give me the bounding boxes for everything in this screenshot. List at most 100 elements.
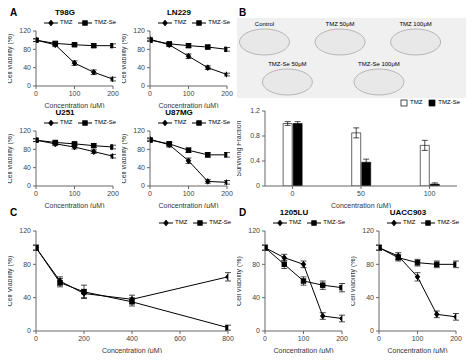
- svg-text:0: 0: [34, 190, 38, 197]
- svg-text:100: 100: [69, 90, 81, 97]
- svg-text:80: 80: [366, 261, 374, 268]
- svg-text:0: 0: [256, 182, 260, 189]
- svg-text:Cell viability (%): Cell viability (%): [8, 34, 14, 84]
- svg-text:80: 80: [252, 261, 260, 268]
- svg-text:100: 100: [424, 190, 436, 197]
- svg-text:200: 200: [107, 90, 119, 97]
- svg-text:0: 0: [34, 335, 38, 342]
- svg-text:Concentration (μM): Concentration (μM): [331, 202, 391, 208]
- html-text:UACC903: UACC903: [389, 208, 427, 217]
- svg-text:80: 80: [137, 46, 145, 53]
- svg-text:800: 800: [222, 335, 234, 342]
- html-text:U251: U251: [55, 108, 75, 117]
- svg-text:TMZ 100μM: TMZ 100μM: [399, 21, 431, 27]
- html-text:TMZ: TMZ: [410, 99, 423, 105]
- svg-text:TMZ-Se 50μM: TMZ-Se 50μM: [268, 61, 306, 67]
- svg-text:Cell viability (%): Cell viability (%): [351, 256, 357, 306]
- svg-text:100: 100: [298, 335, 310, 342]
- svg-text:100: 100: [69, 190, 81, 197]
- svg-text:40: 40: [252, 294, 260, 301]
- svg-text:200: 200: [336, 335, 348, 342]
- svg-text:0: 0: [290, 190, 294, 197]
- svg-text:0: 0: [34, 90, 38, 97]
- svg-text:Concentration (μM): Concentration (μM): [158, 102, 218, 108]
- svg-text:Cell Viability (%): Cell Viability (%): [8, 256, 14, 307]
- svg-text:0: 0: [263, 335, 267, 342]
- svg-text:Cell viability (%): Cell viability (%): [122, 34, 128, 84]
- svg-text:0: 0: [27, 82, 31, 89]
- html-text:TMZ-Se: TMZ-Se: [208, 119, 230, 125]
- svg-text:400: 400: [126, 335, 138, 342]
- svg-text:Concentration (μM): Concentration (μM): [387, 347, 447, 353]
- svg-text:80: 80: [137, 146, 145, 153]
- svg-text:Concentration (μM): Concentration (μM): [102, 347, 162, 353]
- html-text:TMZ-Se: TMZ-Se: [208, 19, 230, 25]
- svg-text:Concentration (μM): Concentration (μM): [273, 347, 333, 353]
- svg-text:0: 0: [256, 327, 260, 334]
- svg-text:50: 50: [357, 190, 365, 197]
- svg-text:TMZ-Se 100μM: TMZ-Se 100μM: [358, 61, 400, 67]
- svg-text:0: 0: [370, 327, 374, 334]
- svg-text:200: 200: [78, 335, 90, 342]
- svg-text:1.2: 1.2: [250, 107, 260, 114]
- html-text:TMZ-Se: TMZ-Se: [94, 19, 116, 25]
- html-text:1205LU: 1205LU: [279, 208, 309, 217]
- html-text:TMZ-Se: TMZ-Se: [94, 119, 116, 125]
- svg-text:Concentration (μM): Concentration (μM): [44, 202, 104, 208]
- svg-text:100: 100: [412, 335, 424, 342]
- svg-text:40: 40: [366, 294, 374, 301]
- svg-text:Cell viability (%): Cell viability (%): [8, 134, 14, 184]
- html-text:B: B: [239, 7, 247, 18]
- svg-text:120: 120: [362, 227, 374, 234]
- html-text:TMZ: TMZ: [174, 119, 187, 125]
- html-text:TMZ: TMZ: [60, 19, 73, 25]
- svg-text:40: 40: [23, 64, 31, 71]
- svg-text:600: 600: [174, 335, 186, 342]
- svg-text:40: 40: [137, 164, 145, 171]
- svg-text:Surviving Fraction: Surviving Fraction: [237, 120, 243, 176]
- svg-text:0: 0: [27, 327, 31, 334]
- svg-text:0: 0: [141, 182, 145, 189]
- svg-text:0.4: 0.4: [250, 157, 260, 164]
- html-text:U87MG: U87MG: [165, 108, 193, 117]
- svg-text:80: 80: [23, 146, 31, 153]
- svg-text:0: 0: [27, 182, 31, 189]
- html-text:C: C: [10, 207, 18, 218]
- svg-text:200: 200: [450, 335, 462, 342]
- svg-text:120: 120: [19, 227, 31, 234]
- html-text:T98G: T98G: [55, 8, 75, 17]
- svg-text:Concentration (μM): Concentration (μM): [158, 202, 218, 208]
- html-text:TMZ: TMZ: [175, 219, 188, 225]
- svg-text:120: 120: [248, 227, 260, 234]
- svg-text:0.8: 0.8: [250, 132, 260, 139]
- svg-text:0: 0: [377, 335, 381, 342]
- svg-text:200: 200: [221, 90, 233, 97]
- svg-text:100: 100: [183, 90, 195, 97]
- html-text:TMZ-Se: TMZ-Se: [438, 99, 460, 105]
- html-text:D: D: [239, 207, 247, 218]
- svg-text:Control: Control: [255, 21, 274, 27]
- svg-text:100: 100: [183, 190, 195, 197]
- svg-text:Concentration (μM): Concentration (μM): [44, 102, 104, 108]
- svg-text:120: 120: [133, 127, 145, 134]
- svg-text:80: 80: [23, 46, 31, 53]
- svg-text:0: 0: [148, 90, 152, 97]
- svg-text:120: 120: [19, 127, 31, 134]
- html-text:TMZ: TMZ: [60, 119, 73, 125]
- svg-text:200: 200: [221, 190, 233, 197]
- svg-text:40: 40: [137, 64, 145, 71]
- svg-text:120: 120: [19, 27, 31, 34]
- html-text:TMZ: TMZ: [174, 19, 187, 25]
- svg-text:0: 0: [148, 190, 152, 197]
- html-text:LN229: LN229: [167, 8, 191, 17]
- svg-text:80: 80: [23, 261, 31, 268]
- svg-text:TMZ 50μM: TMZ 50μM: [325, 21, 354, 27]
- svg-text:40: 40: [23, 294, 31, 301]
- svg-text:Cell viability (%): Cell viability (%): [237, 256, 243, 306]
- html-text:A: A: [10, 7, 18, 18]
- svg-text:40: 40: [23, 164, 31, 171]
- svg-text:0: 0: [141, 82, 145, 89]
- svg-text:Cell viability (%): Cell viability (%): [122, 134, 128, 184]
- svg-text:200: 200: [107, 190, 119, 197]
- svg-text:120: 120: [133, 27, 145, 34]
